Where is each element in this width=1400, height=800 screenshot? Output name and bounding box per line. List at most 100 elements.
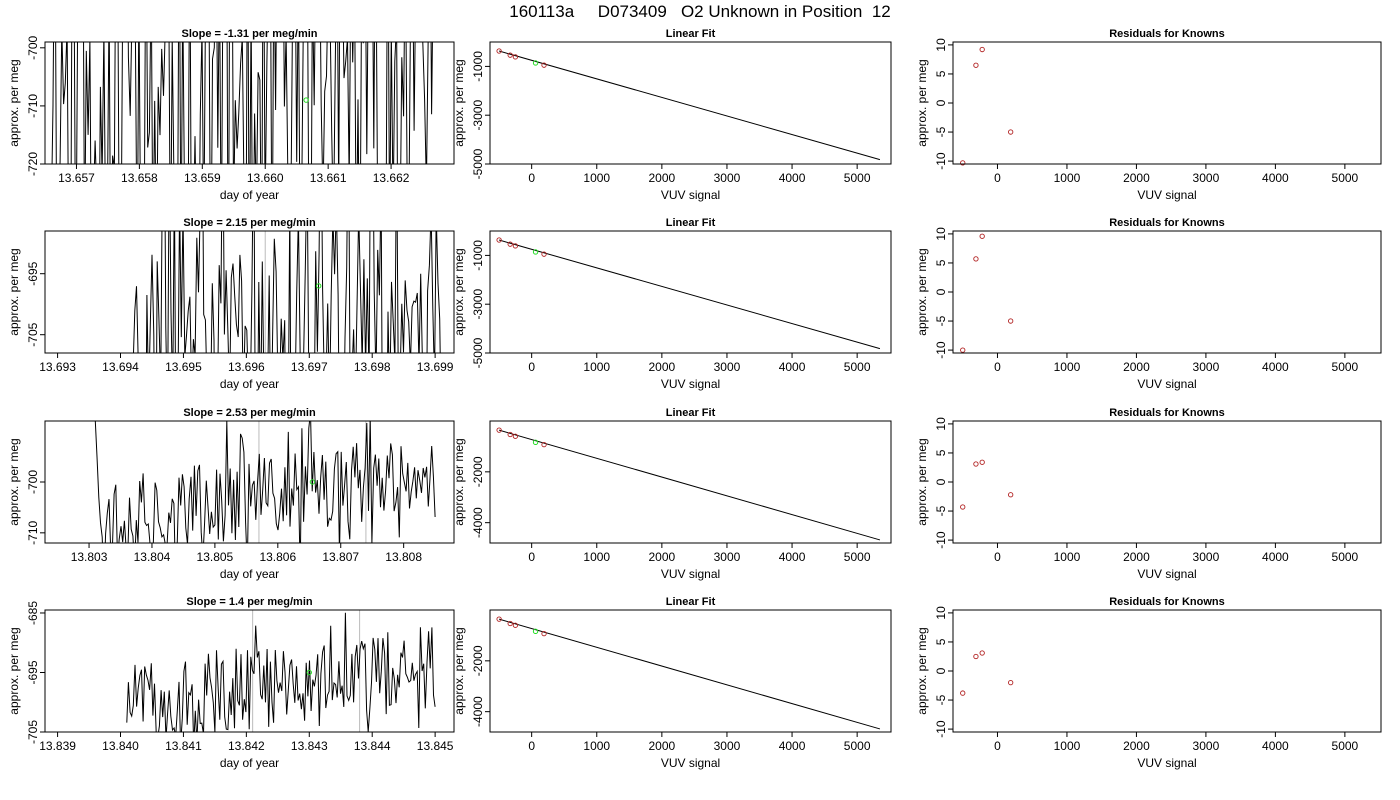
x-tick-label: 4000 [1262, 739, 1289, 753]
x-tick-label: 5000 [844, 171, 871, 185]
x-tick-label: 5000 [844, 550, 871, 564]
y-axis-label: approx. per meg [7, 248, 21, 335]
y-tick-label: -695 [26, 261, 40, 285]
y-tick-label: -695 [26, 660, 40, 684]
known-point [496, 427, 502, 433]
x-tick-label: 1000 [1054, 550, 1081, 564]
x-tick-label: 0 [528, 739, 535, 753]
fit-line [498, 618, 881, 730]
y-tick-label: -5 [934, 126, 948, 137]
known-point [979, 233, 985, 239]
chart-title: Slope = -1.31 per meg/min [181, 28, 317, 40]
plot-frame [489, 420, 892, 544]
chart-title: Slope = 2.53 per meg/min [183, 407, 316, 419]
x-tick-label: 13.662 [373, 171, 410, 185]
known-point [496, 616, 502, 622]
plot-frame [952, 230, 1382, 354]
x-tick-label: 13.841 [165, 739, 202, 753]
y-axis-label: approx. per meg [915, 248, 929, 335]
x-axis-label: VUV signal [1137, 756, 1196, 770]
panel-r3-fit: Linear Fit 0 1000 2000 3000 4000 5000 -2000 -400… [452, 407, 892, 581]
known-point [973, 256, 979, 262]
unknown-point [309, 479, 316, 485]
y-axis-label: approx. per meg [452, 438, 466, 525]
x-tick-label: 4000 [1262, 550, 1289, 564]
y-tick-label: -720 [26, 152, 40, 176]
x-tick-label: 0 [994, 171, 1001, 185]
y-tick-label: 0 [934, 288, 948, 295]
x-axis-label: VUV signal [661, 567, 720, 581]
x-tick-label: 13.844 [354, 739, 391, 753]
x-axis-label: VUV signal [661, 377, 720, 391]
y-tick-label: -700 [26, 470, 40, 494]
chart-title: Residuals for Knowns [1109, 407, 1225, 419]
x-tick-label: 4000 [779, 360, 806, 374]
x-tick-label: 13.699 [417, 360, 454, 374]
x-tick-label: 0 [528, 360, 535, 374]
y-axis-label: approx. per meg [7, 627, 21, 714]
x-tick-label: 3000 [1193, 739, 1220, 753]
panel-r2-res: Residuals for Knowns 0 1000 2000 3000 4000 500… [915, 217, 1382, 391]
y-axis-label: approx. per meg [915, 627, 929, 714]
x-tick-label: 2000 [649, 550, 676, 564]
y-tick-label: -5 [934, 505, 948, 516]
unknown-point [532, 439, 539, 446]
x-tick-label: 13.845 [417, 739, 454, 753]
y-tick-label: -5000 [471, 148, 485, 179]
y-tick-label: -3000 [471, 289, 485, 320]
x-tick-label: 13.803 [71, 550, 108, 564]
x-axis-label: day of year [220, 377, 279, 391]
fit-line [498, 50, 881, 161]
x-tick-label: 5000 [1332, 360, 1359, 374]
x-tick-label: 5000 [844, 739, 871, 753]
x-axis-label: day of year [220, 567, 279, 581]
x-tick-label: 13.840 [102, 739, 139, 753]
x-axis-label: day of year [220, 188, 279, 202]
chart-title: Linear Fit [666, 217, 716, 229]
y-tick-label: -5 [934, 694, 948, 705]
y-tick-label: -10 [934, 720, 948, 738]
x-tick-label: 13.843 [291, 739, 328, 753]
x-axis-label: VUV signal [661, 756, 720, 770]
x-axis-label: day of year [220, 756, 279, 770]
x-tick-label: 13.694 [102, 360, 139, 374]
chart-title: Residuals for Knowns [1109, 28, 1225, 40]
x-tick-label: 4000 [1262, 171, 1289, 185]
fit-line [498, 429, 881, 541]
known-point [512, 622, 519, 628]
x-tick-label: 0 [994, 739, 1001, 753]
y-tick-label: 5 [934, 70, 948, 77]
x-axis-label: VUV signal [1137, 567, 1196, 581]
x-tick-label: 13.804 [134, 550, 171, 564]
y-tick-label: 5 [934, 259, 948, 266]
chart-title: Residuals for Knowns [1109, 596, 1225, 608]
known-point [541, 441, 547, 448]
known-point [507, 241, 513, 247]
x-tick-label: 5000 [844, 360, 871, 374]
known-point [512, 433, 519, 439]
plot-frame [489, 230, 892, 354]
y-tick-label: -700 [26, 35, 40, 59]
y-tick-label: -710 [26, 521, 40, 545]
x-tick-label: 3000 [714, 360, 741, 374]
trace-line [133, 231, 441, 353]
y-tick-label: 10 [934, 606, 948, 620]
known-point [1008, 492, 1014, 498]
panel-r2-trace: Slope = 2.15 per meg/min 13.693 13.694 13.6… [7, 217, 455, 391]
x-tick-label: 13.658 [121, 171, 158, 185]
plot-frame [952, 41, 1382, 165]
fit-line [498, 239, 881, 350]
x-tick-label: 1000 [1054, 171, 1081, 185]
y-tick-label: -10 [934, 341, 948, 359]
x-axis-label: VUV signal [661, 188, 720, 202]
known-point [960, 504, 966, 510]
known-point [1008, 318, 1014, 324]
known-point [979, 459, 985, 465]
x-tick-label: 2000 [1123, 171, 1150, 185]
y-tick-label: -1000 [471, 51, 485, 82]
chart-title: Slope = 1.4 per meg/min [186, 596, 313, 608]
y-tick-label: -1000 [471, 240, 485, 271]
x-tick-label: 4000 [779, 171, 806, 185]
y-tick-label: -4000 [471, 507, 485, 538]
